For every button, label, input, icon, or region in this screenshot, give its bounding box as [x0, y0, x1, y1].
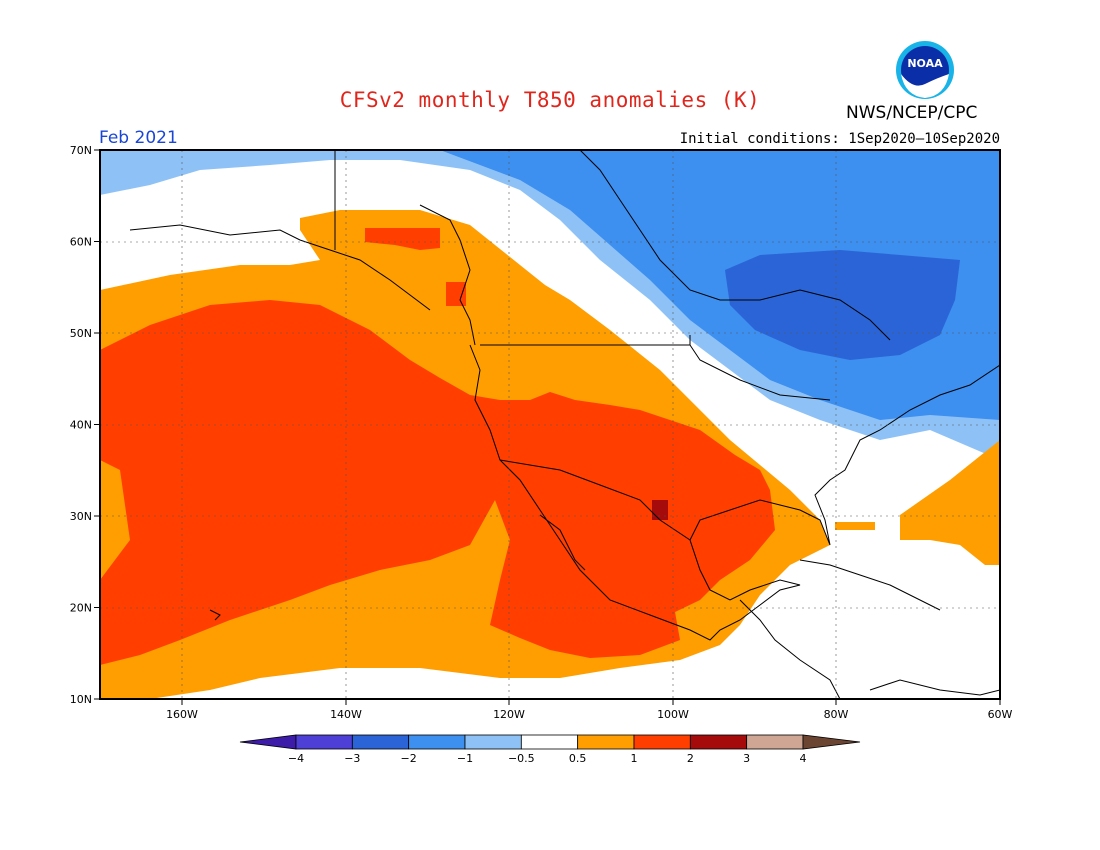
longitude-ticks: 160W 140W 120W 100W 80W 60W: [166, 699, 1013, 721]
lat-tick-label: 20N: [70, 602, 92, 615]
colorbar-max-arrow: [802, 734, 861, 750]
colorbar-swatch: [689, 734, 748, 750]
orange-region-atlantic: [900, 440, 1000, 565]
lon-tick-label: 100W: [657, 708, 689, 721]
colorbar-swatch: [295, 734, 353, 750]
colorbar-label: 2: [687, 752, 694, 765]
grid-lines: [100, 150, 1000, 699]
initial-conditions-label: Initial conditions: 1Sep2020–10Sep2020: [679, 131, 1000, 147]
chart-title: CFSv2 monthly T850 anomalies (K): [339, 88, 761, 112]
month-label: Feb 2021: [99, 128, 178, 148]
colorbar-label: −2: [401, 752, 417, 765]
colorbar-swatch: [464, 734, 522, 750]
lat-tick-label: 30N: [70, 510, 92, 523]
colorbar-label: 0.5: [569, 752, 587, 765]
lon-tick-label: 60W: [988, 708, 1013, 721]
coastlines: [129, 150, 1000, 699]
colorbar-label: −4: [288, 752, 304, 765]
lat-tick-label: 70N: [70, 144, 92, 157]
colorbar-label: 3: [743, 752, 750, 765]
lon-tick-label: 160W: [166, 708, 198, 721]
colorbar-min-arrow: [239, 734, 297, 750]
map-fill: [100, 150, 1000, 699]
red-orange-north: [365, 228, 440, 250]
dark-red-spot: [652, 500, 668, 520]
lat-tick-label: 60N: [70, 236, 92, 249]
colorbar-swatch: [351, 734, 410, 750]
red-orange-small: [446, 282, 466, 306]
colorbar-swatch: [520, 734, 579, 750]
colorbar-swatch: [633, 734, 691, 750]
svg-text:NOAA: NOAA: [907, 57, 943, 70]
colorbar-label: −0.5: [508, 752, 535, 765]
colorbar-label: −1: [457, 752, 473, 765]
blue-region: [725, 250, 960, 360]
colorbar: −4 −3 −2 −1 −0.5 0.5 1 2 3 4: [239, 734, 861, 765]
organization-label: NWS/NCEP/CPC: [846, 103, 978, 123]
lat-tick-label: 10N: [70, 693, 92, 706]
colorbar-label: 1: [631, 752, 638, 765]
orange-region-gulf: [835, 522, 875, 530]
lon-tick-label: 140W: [330, 708, 362, 721]
lon-tick-label: 80W: [824, 708, 849, 721]
red-orange-region: [100, 300, 775, 665]
colorbar-swatch: [577, 734, 635, 750]
lon-tick-label: 120W: [493, 708, 525, 721]
latitude-ticks: 70N 60N 50N 40N 30N 20N 10N: [70, 144, 100, 706]
colorbar-label: 4: [800, 752, 807, 765]
noaa-logo: NOAA: [896, 41, 954, 99]
colorbar-swatch: [408, 734, 466, 750]
lat-tick-label: 50N: [70, 327, 92, 340]
lat-tick-label: 40N: [70, 419, 92, 432]
colorbar-label: −3: [344, 752, 360, 765]
colorbar-swatch: [746, 734, 804, 750]
